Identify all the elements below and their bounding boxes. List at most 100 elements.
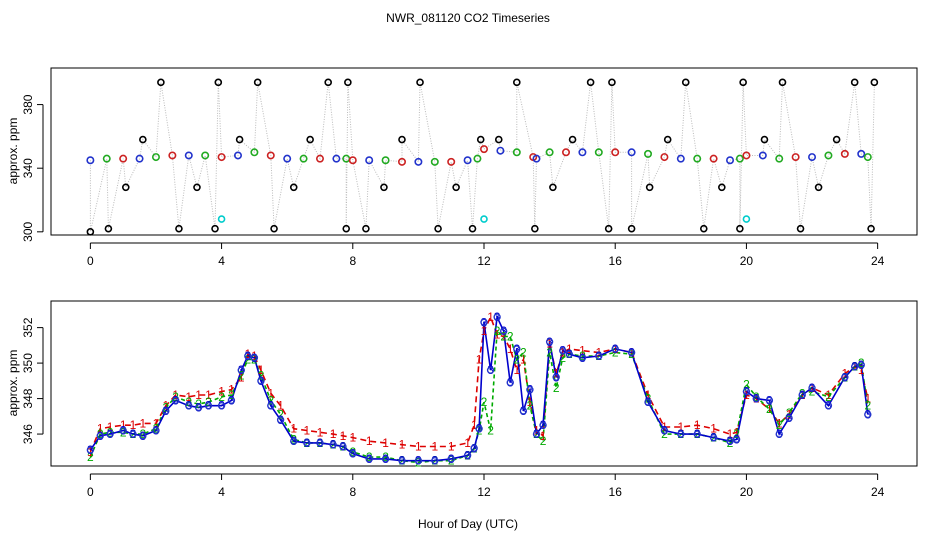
series-3-ring: [129, 430, 137, 438]
bottom-y-tick-label: 350: [21, 353, 35, 373]
bottom-x-tick-label: 4: [218, 485, 225, 499]
bottom-x-axis-label: Hour of Day (UTC): [418, 517, 518, 531]
top-baseline-point: [430, 157, 439, 166]
bottom-y-tick-label: 346: [21, 424, 35, 444]
series-2-marker: 2: [464, 448, 471, 462]
series-3-marker: 3: [415, 454, 422, 468]
series-2-marker: 2: [258, 369, 265, 383]
series-3-marker: 3: [841, 370, 848, 384]
top-baseline-point: [102, 154, 111, 163]
series-3-ring: [677, 430, 685, 438]
top-baseline-point: [532, 154, 541, 163]
series-2-marker: 2: [87, 450, 94, 464]
series-3-marker: 3: [809, 381, 816, 395]
series-1-marker: 1: [809, 381, 816, 395]
series-3-marker: 3: [513, 342, 520, 356]
top-baseline-point: [283, 154, 292, 163]
series-3-marker: 3: [277, 413, 284, 427]
top-spike-point: [253, 78, 262, 87]
series-3-ring: [775, 430, 783, 438]
series-1-line: [89, 314, 869, 453]
series-3-ring: [217, 401, 226, 410]
series-3-marker: 3: [205, 399, 212, 413]
series-2-marker: 2: [476, 424, 483, 438]
series-3-marker: 3: [162, 404, 169, 418]
series-1-marker: 1: [382, 436, 389, 450]
series-1-marker: 1: [330, 427, 337, 441]
series-3-ring: [139, 432, 147, 440]
series-2-marker: 2: [399, 454, 406, 468]
series-3-marker: 3: [487, 363, 494, 377]
series-1-marker: 1: [494, 328, 501, 342]
series-3-ring: [864, 410, 872, 419]
top-baseline-point: [342, 154, 351, 163]
series-2-marker: 2: [710, 431, 717, 445]
top-y-tick-label: 340: [21, 158, 35, 178]
series-1-marker: 1: [766, 402, 773, 416]
series-1-marker: 1: [244, 347, 251, 361]
series-3-marker: 3: [218, 399, 225, 413]
top-baseline-point: [627, 148, 636, 157]
series-3-marker: 3: [172, 393, 179, 407]
series-3-ring: [276, 416, 285, 424]
series-2-marker: 2: [841, 370, 848, 384]
top-baseline-point: [463, 156, 472, 165]
series-3-marker: 3: [612, 342, 619, 356]
series-3-ring: [171, 396, 180, 405]
series-1-marker: 1: [559, 345, 566, 359]
top-baseline-point: [414, 157, 423, 166]
top-baseline-point: [562, 148, 571, 157]
top-spike-point: [175, 224, 183, 233]
series-1-marker: 1: [120, 418, 127, 432]
top-baseline-point: [332, 154, 341, 163]
series-1-marker: 1: [107, 420, 114, 434]
series-3-marker: 3: [733, 432, 740, 446]
top-x-tick-label: 24: [871, 254, 885, 268]
series-2-marker: 2: [130, 427, 137, 441]
series-1-marker: 1: [258, 363, 265, 377]
series-1-marker: 1: [645, 388, 652, 402]
series-3-ring: [185, 401, 193, 410]
top-cyan-point: [480, 215, 488, 223]
top-baseline-point: [775, 154, 784, 163]
series-3-marker: 3: [97, 429, 104, 443]
series-1-marker: 1: [162, 399, 169, 413]
top-spike-point: [289, 183, 298, 192]
top-x-tick-label: 0: [87, 254, 94, 268]
top-baseline-point: [863, 153, 872, 162]
series-1-marker: 1: [366, 434, 373, 448]
series-1-marker: 1: [677, 420, 684, 434]
series-3-ring: [381, 455, 390, 463]
series-3-ring: [470, 444, 478, 452]
top-spike-point: [739, 78, 747, 87]
series-3-ring: [194, 403, 203, 412]
series-3-ring: [290, 437, 298, 445]
top-baseline-point: [791, 153, 800, 162]
series-3-marker: 3: [776, 427, 783, 441]
series-3-ring: [96, 432, 104, 440]
series-3-marker: 3: [494, 310, 501, 324]
bottom-x-tick-label: 8: [349, 485, 356, 499]
series-3-ring: [539, 421, 547, 429]
top-baseline-point: [857, 149, 866, 158]
bottom-y-tick-label: 348: [21, 388, 35, 408]
series-2-marker: 2: [628, 347, 635, 361]
top-cyan-point: [217, 215, 226, 223]
series-3-ring: [499, 327, 508, 335]
top-baseline-point: [578, 148, 587, 157]
bottom-x-tick-label: 16: [609, 485, 623, 499]
top-baseline-point: [479, 145, 488, 154]
top-spike-point: [324, 78, 332, 87]
series-3-marker: 3: [645, 395, 652, 409]
series-3-marker: 3: [481, 315, 488, 329]
top-baseline-point: [758, 151, 767, 160]
series-2-marker: 2: [228, 388, 235, 402]
series-3-ring: [693, 430, 701, 438]
top-x-tick-label: 16: [609, 254, 623, 268]
series-3-ring: [106, 430, 114, 438]
series-2-marker: 2: [595, 349, 602, 363]
top-spike-point: [681, 78, 690, 87]
top-spike-point: [86, 228, 95, 236]
series-3-ring: [732, 435, 741, 444]
